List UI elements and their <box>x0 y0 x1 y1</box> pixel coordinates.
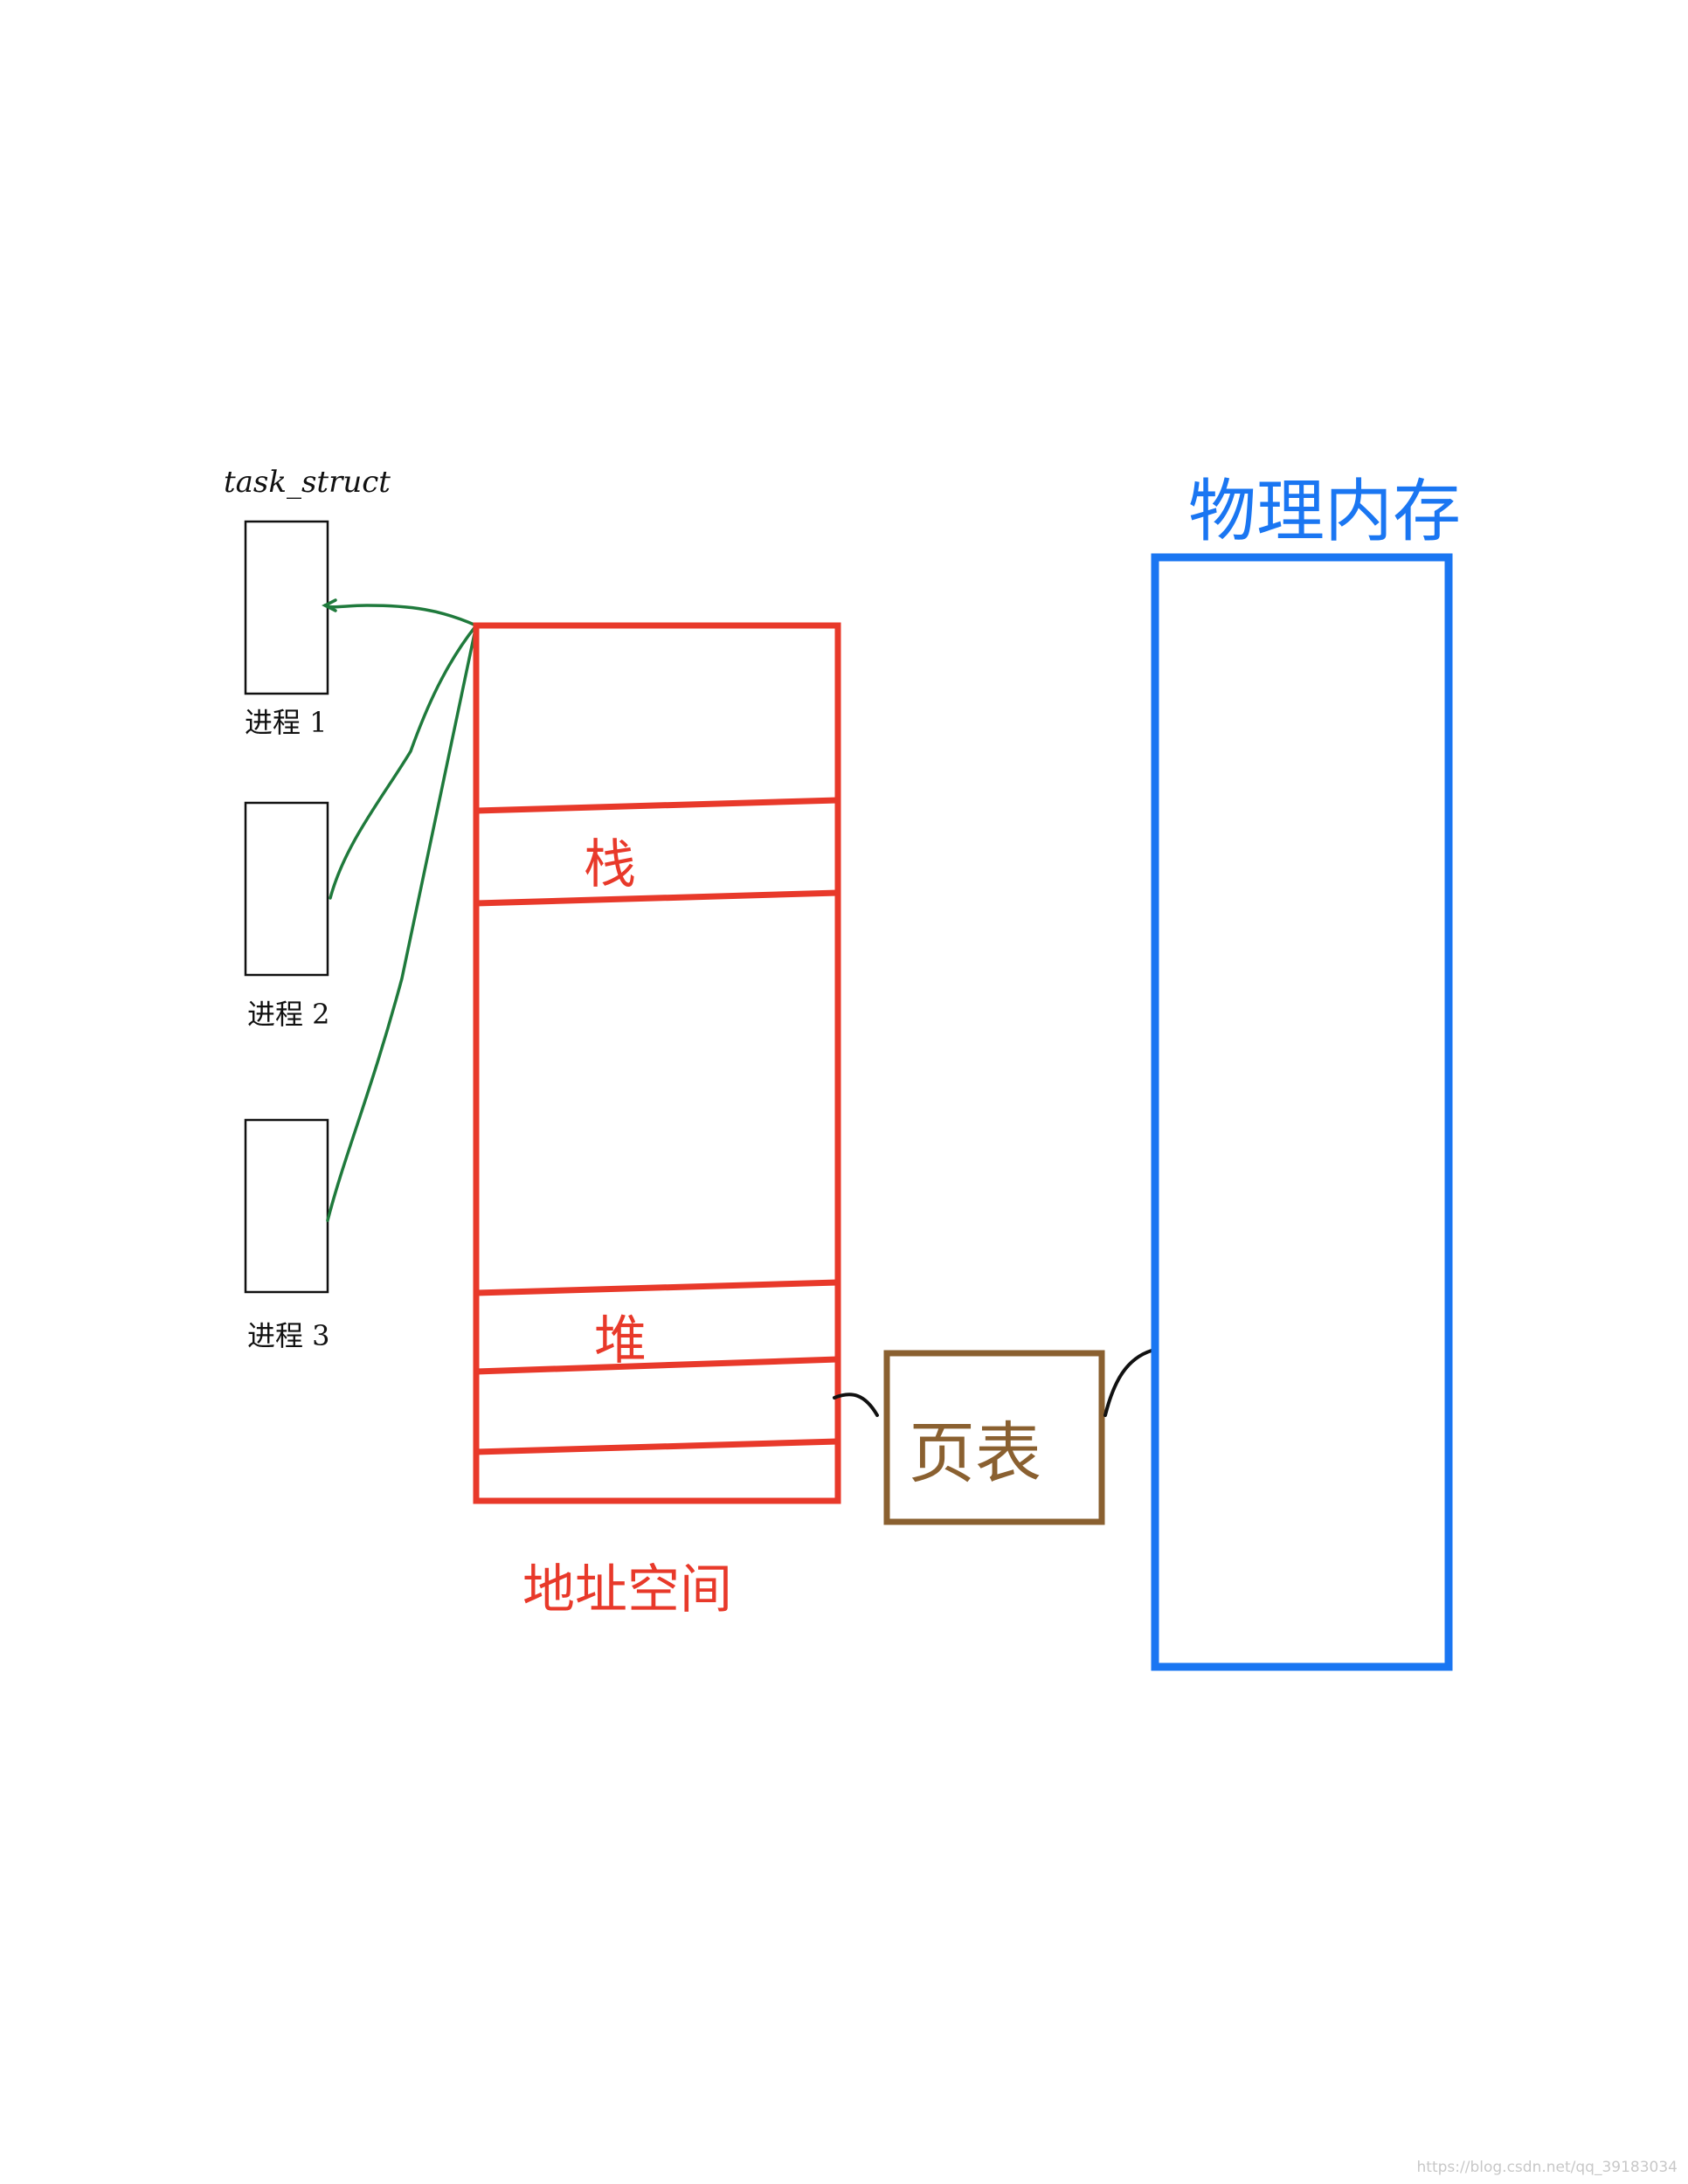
connector-pagetable-to-memory <box>1103 1349 1153 1417</box>
lower-region-line <box>475 1438 839 1455</box>
task-struct-label: task_struct <box>224 465 391 500</box>
pointer-lines <box>322 598 478 1222</box>
heap-label: 堆 <box>594 1310 647 1372</box>
stack-bottom-line <box>475 889 839 907</box>
page-table-box <box>883 1350 1105 1525</box>
heap-bottom-line <box>475 1356 839 1375</box>
address-space <box>473 622 841 1504</box>
stack-label: 栈 <box>584 834 636 895</box>
process-1-box <box>244 520 329 695</box>
address-space-label: 地址空间 <box>522 1559 732 1621</box>
physical-memory-box <box>1151 553 1453 1671</box>
pointer-arrowhead-process-1 <box>322 598 337 612</box>
connector-address-to-pagetable <box>833 1393 879 1417</box>
process-3-box <box>244 1118 329 1294</box>
process-2-label: 进程 2 <box>247 998 330 1031</box>
process-1-label: 进程 1 <box>245 706 328 739</box>
pointer-line-process-3 <box>326 624 478 1222</box>
process-3-label: 进程 3 <box>247 1319 330 1352</box>
address-space-frame <box>473 622 841 1504</box>
process-2-box <box>244 801 329 977</box>
heap-top-line <box>475 1279 839 1296</box>
stack-top-line <box>475 797 839 814</box>
pointer-line-process-2 <box>329 624 478 900</box>
physical-memory-label: 物理内存 <box>1188 473 1461 551</box>
page-table-label: 页表 <box>909 1414 1041 1492</box>
watermark-text: https://blog.csdn.net/qq_39183034 <box>1417 2159 1678 2176</box>
pointer-line-process-1 <box>323 604 478 627</box>
